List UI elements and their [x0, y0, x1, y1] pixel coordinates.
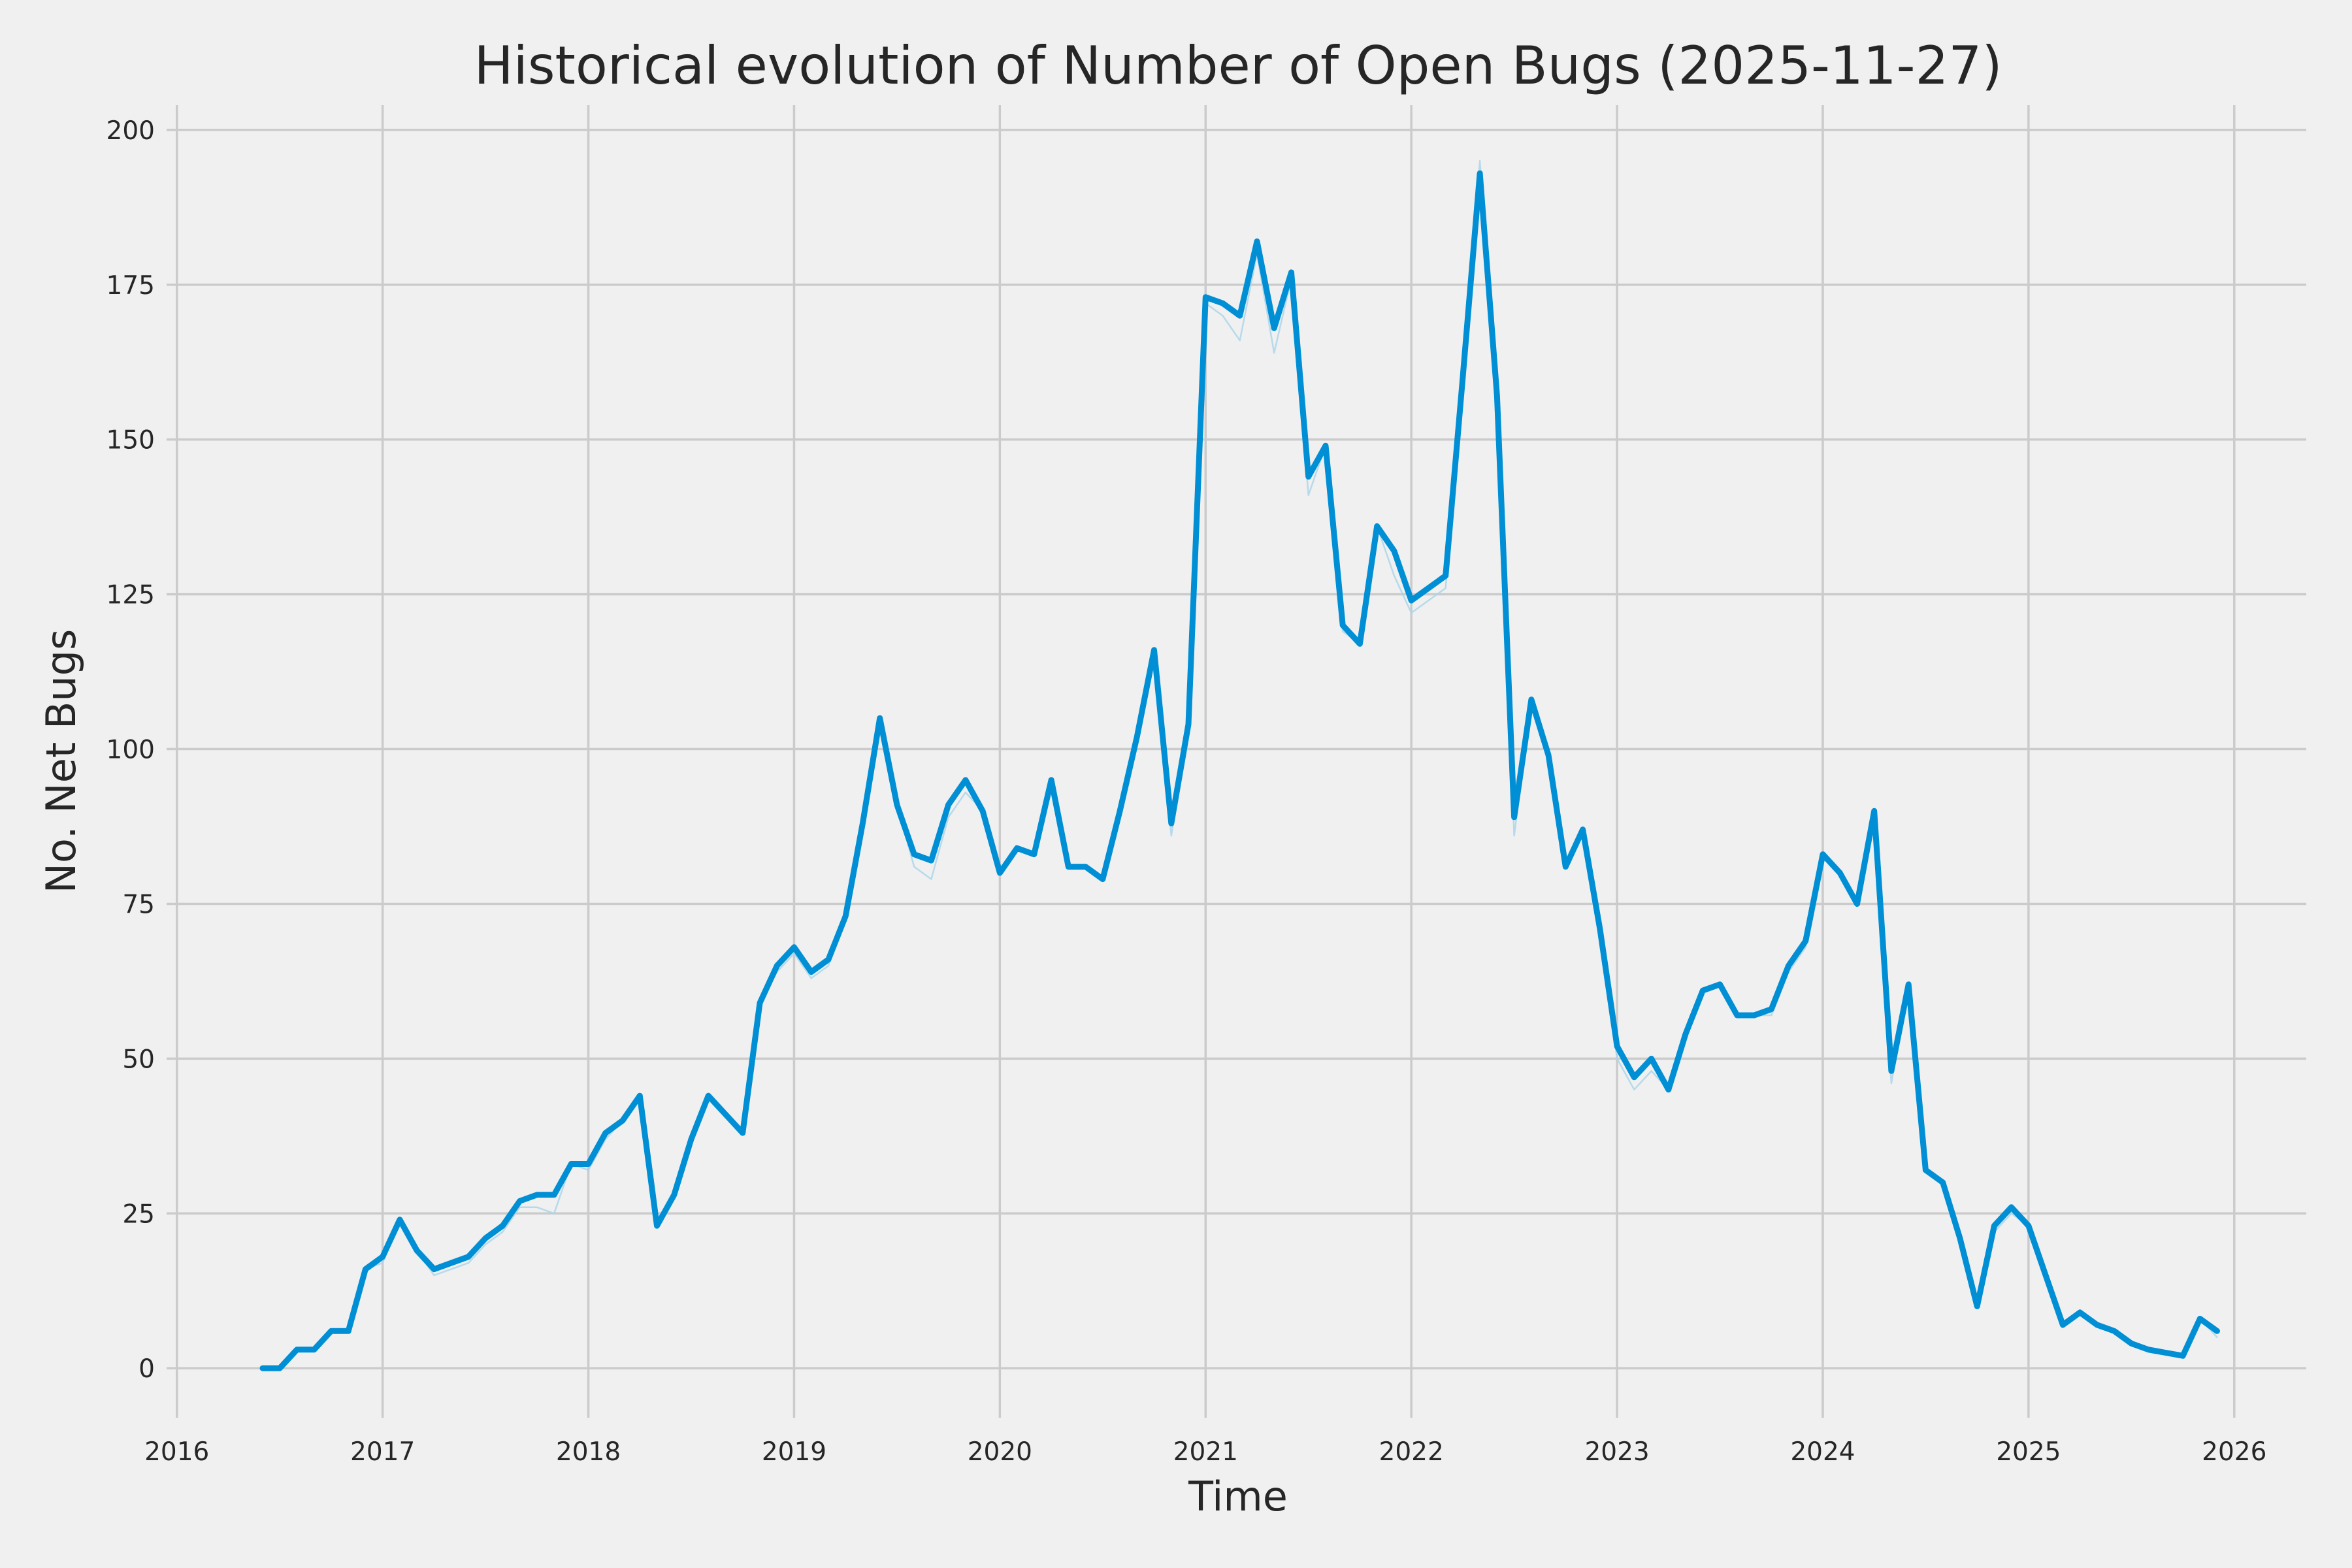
x-tick-label: 2018: [556, 1437, 621, 1467]
y-tick-label: 0: [139, 1354, 155, 1384]
x-tick-label: 2025: [1996, 1437, 2061, 1467]
x-tick-label: 2023: [1584, 1437, 1649, 1467]
y-tick-label: 75: [122, 890, 155, 919]
y-tick-label: 200: [106, 116, 155, 146]
x-axis-ticks: 2016 2017 2018 2019 2020 2021 2022 2023 2024 2025…: [144, 1437, 2266, 1467]
chart-title: Historical evolution of Number of Open B…: [474, 35, 2002, 96]
x-tick-label: 2019: [762, 1437, 826, 1467]
x-tick-label: 2020: [968, 1437, 1032, 1467]
open-bugs-faint-line: [261, 160, 2218, 1369]
y-axis-label: No. Net Bugs: [37, 629, 85, 894]
y-axis-ticks: 0 25 50 75 100 125 150 175 200: [106, 116, 155, 1384]
x-tick-label: 2024: [1790, 1437, 1855, 1467]
y-tick-label: 175: [106, 271, 155, 301]
y-tick-label: 100: [106, 736, 155, 765]
y-tick-label: 25: [122, 1200, 155, 1229]
series-lines: [259, 160, 2220, 1371]
x-tick-label: 2016: [144, 1437, 209, 1467]
x-tick-label: 2026: [2202, 1437, 2266, 1467]
open-bugs-line: [259, 170, 2220, 1371]
y-tick-label: 125: [106, 581, 155, 610]
grid: [167, 105, 2306, 1418]
y-tick-label: 150: [106, 426, 155, 455]
x-tick-label: 2022: [1379, 1437, 1444, 1467]
x-tick-label: 2021: [1173, 1437, 1238, 1467]
x-axis-label: Time: [1188, 1473, 1288, 1520]
x-tick-label: 2017: [350, 1437, 415, 1467]
y-tick-label: 50: [122, 1045, 155, 1074]
